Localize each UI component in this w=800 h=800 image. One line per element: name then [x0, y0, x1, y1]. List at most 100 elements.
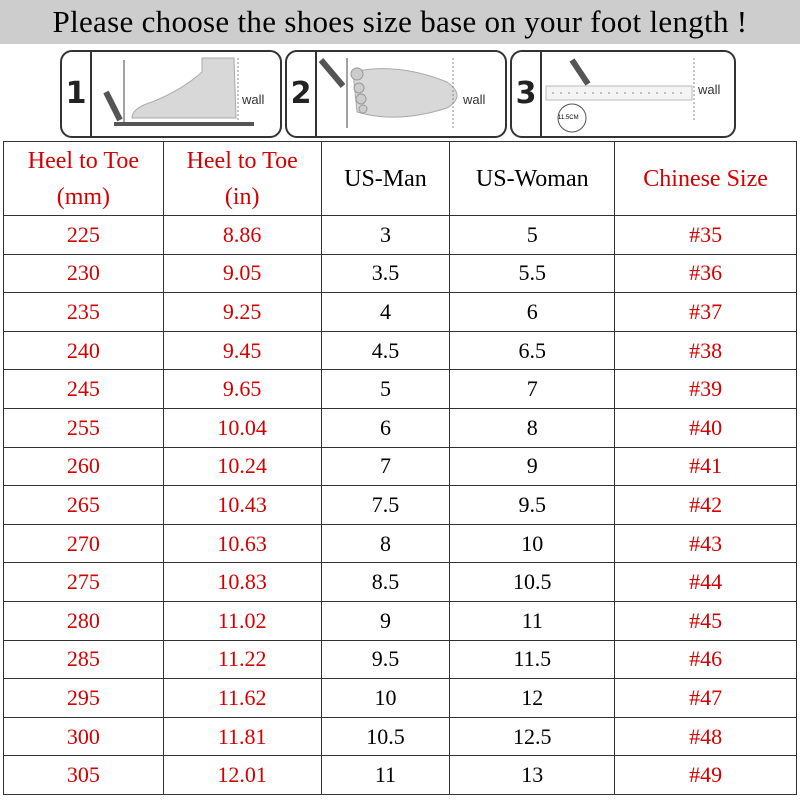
cell-chinese-size: #39 — [614, 369, 797, 409]
cell-chinese-size: #38 — [614, 330, 797, 371]
page-title: Please choose the shoes size base on you… — [0, 0, 800, 44]
cell-us-woman: 9.5 — [449, 485, 616, 525]
cell-mm: 230 — [3, 253, 164, 294]
cell-us-man: 3.5 — [320, 253, 451, 294]
ruler-measure-icon — [545, 58, 695, 133]
table-row: 295 11.62 10 12 #47 — [3, 678, 797, 718]
cell-chinese-size: #42 — [614, 485, 797, 525]
cell-in: 10.83 — [162, 562, 322, 602]
cell-us-woman: 6.5 — [449, 330, 616, 371]
cell-us-man: 5 — [320, 369, 451, 409]
cell-us-man: 8 — [320, 523, 451, 564]
cell-mm: 260 — [3, 446, 164, 487]
table-row: 275 10.83 8.5 10.5 #44 — [3, 562, 797, 602]
wall-label: wall — [698, 82, 721, 97]
cell-chinese-size: #46 — [614, 639, 797, 680]
cell-us-woman: 10 — [449, 523, 616, 564]
cell-us-woman: 11 — [449, 600, 616, 641]
cell-in: 8.86 — [162, 215, 322, 255]
step-2-panel: 2 wall — [285, 50, 507, 138]
cell-chinese-size: #41 — [614, 446, 797, 487]
cell-us-woman: 13 — [449, 755, 616, 795]
table-row: 260 10.24 7 9 #41 — [3, 446, 797, 487]
footprint-top-view-icon — [318, 58, 458, 128]
header-heel-toe-mm: Heel to Toe (mm) — [3, 141, 164, 216]
cell-us-man: 3 — [320, 215, 451, 255]
cell-us-woman: 9 — [449, 446, 616, 487]
cell-us-man: 10 — [320, 678, 451, 718]
cell-mm: 270 — [3, 523, 164, 564]
table-row: 235 9.25 4 6 #37 — [3, 292, 797, 332]
cell-chinese-size: #47 — [614, 678, 797, 718]
step-number: 3 — [512, 52, 542, 136]
cell-in: 9.45 — [162, 330, 322, 371]
cell-mm: 305 — [3, 755, 164, 795]
step-number: 2 — [287, 52, 317, 136]
cell-in: 9.25 — [162, 292, 322, 332]
cell-in: 10.04 — [162, 407, 322, 448]
cell-in: 12.01 — [162, 755, 322, 795]
cell-us-man: 6 — [320, 407, 451, 448]
table-row: 285 11.22 9.5 11.5 #46 — [3, 639, 797, 680]
cell-mm: 285 — [3, 639, 164, 680]
cell-mm: 295 — [3, 678, 164, 718]
cell-mm: 275 — [3, 562, 164, 602]
header-us-man: US-Man — [320, 141, 451, 216]
table-row: 280 11.02 9 11 #45 — [3, 600, 797, 641]
header-row: Heel to Toe (mm) Heel to Toe (in) US-Man U… — [3, 141, 797, 216]
cell-us-man: 7 — [320, 446, 451, 487]
cell-mm: 280 — [3, 600, 164, 641]
cell-us-woman: 6 — [449, 292, 616, 332]
measuring-steps: 1 wall 2 wall 3 — [60, 50, 740, 138]
cell-chinese-size: #37 — [614, 292, 797, 332]
table-row: 305 12.01 11 13 #49 — [3, 755, 797, 795]
cell-us-woman: 12 — [449, 678, 616, 718]
cell-chinese-size: #35 — [614, 215, 797, 255]
table-row: 225 8.86 3 5 #35 — [3, 215, 797, 255]
cell-mm: 300 — [3, 716, 164, 757]
cell-us-woman: 10.5 — [449, 562, 616, 602]
cell-mm: 255 — [3, 407, 164, 448]
cell-in: 11.02 — [162, 600, 322, 641]
cell-us-man: 4 — [320, 292, 451, 332]
cell-chinese-size: #44 — [614, 562, 797, 602]
step-number: 1 — [62, 52, 92, 136]
cell-us-man: 8.5 — [320, 562, 451, 602]
cell-chinese-size: #48 — [614, 716, 797, 757]
table-row: 300 11.81 10.5 12.5 #48 — [3, 716, 797, 757]
cell-in: 11.62 — [162, 678, 322, 718]
table-row: 270 10.63 8 10 #43 — [3, 523, 797, 564]
cell-us-woman: 5.5 — [449, 253, 616, 294]
step-3-panel: 3 11.5CM wall — [510, 50, 736, 138]
cell-chinese-size: #43 — [614, 523, 797, 564]
cell-us-woman: 7 — [449, 369, 616, 409]
table-row: 230 9.05 3.5 5.5 #36 — [3, 253, 797, 294]
table-row: 265 10.43 7.5 9.5 #42 — [3, 485, 797, 525]
cell-us-woman: 5 — [449, 215, 616, 255]
cell-mm: 225 — [3, 215, 164, 255]
table-row: 245 9.65 5 7 #39 — [3, 369, 797, 409]
cell-in: 10.43 — [162, 485, 322, 525]
step-1-panel: 1 wall — [60, 50, 282, 138]
cell-in: 9.65 — [162, 369, 322, 409]
cell-us-man: 9 — [320, 600, 451, 641]
cell-us-man: 4.5 — [320, 330, 451, 371]
cell-chinese-size: #40 — [614, 407, 797, 448]
cell-us-man: 11 — [320, 755, 451, 795]
cell-mm: 265 — [3, 485, 164, 525]
header-us-woman: US-Woman — [449, 141, 616, 216]
cell-us-woman: 12.5 — [449, 716, 616, 757]
cell-in: 10.24 — [162, 446, 322, 487]
table-row: 255 10.04 6 8 #40 — [3, 407, 797, 448]
size-chart-table: Heel to Toe (mm) Heel to Toe (in) US-Man U… — [3, 141, 797, 795]
cell-chinese-size: #49 — [614, 755, 797, 795]
cell-in: 11.81 — [162, 716, 322, 757]
cell-us-man: 9.5 — [320, 639, 451, 680]
measure-label: 11.5CM — [558, 115, 579, 121]
cell-in: 11.22 — [162, 639, 322, 680]
foot-side-view-icon — [103, 57, 254, 126]
cell-in: 10.63 — [162, 523, 322, 564]
cell-in: 9.05 — [162, 253, 322, 294]
wall-label: wall — [242, 92, 265, 107]
wall-label: wall — [463, 92, 486, 107]
